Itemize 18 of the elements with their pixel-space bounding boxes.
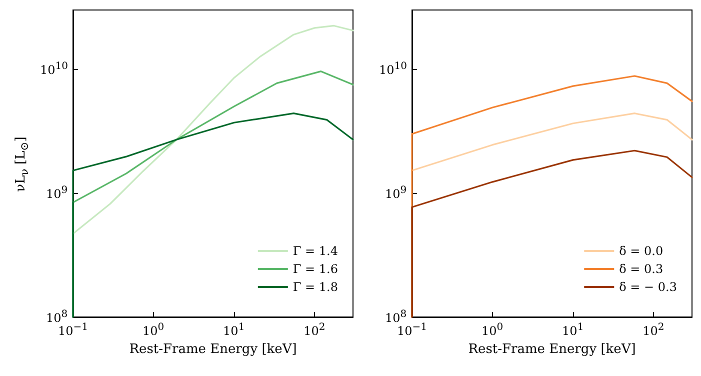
x-axis-title: Rest-Frame Energy [keV] [129,342,297,357]
legend-label: δ = 0.0 [619,244,664,258]
x-tick-label: 10$^{0}$ [142,322,164,338]
x-tick-label: 10$^{1}$ [223,322,245,338]
x-tick-label: 10$^{2}$ [642,322,664,338]
legend-label: Γ = 1.8 [292,280,338,294]
y-tick-label: 10$^{9}$ [385,185,407,202]
legend-label: δ = 0.3 [619,262,664,276]
x-tick-label: 10$^{1}$ [562,322,584,338]
legend-label: Γ = 1.6 [292,262,338,276]
y-tick-label: 10$^{9}$ [46,185,68,202]
legend-label: Γ = 1.4 [292,244,338,258]
x-tick-label: 10$^{2}$ [304,322,326,338]
legend-label: δ = − 0.3 [619,280,678,294]
y-tick-label: 10$^{10}$ [379,61,408,78]
x-axis-title: Rest-Frame Energy [keV] [468,342,636,357]
y-tick-label: 10$^{10}$ [40,61,68,78]
x-tick-label: 10$^{0}$ [482,322,504,338]
